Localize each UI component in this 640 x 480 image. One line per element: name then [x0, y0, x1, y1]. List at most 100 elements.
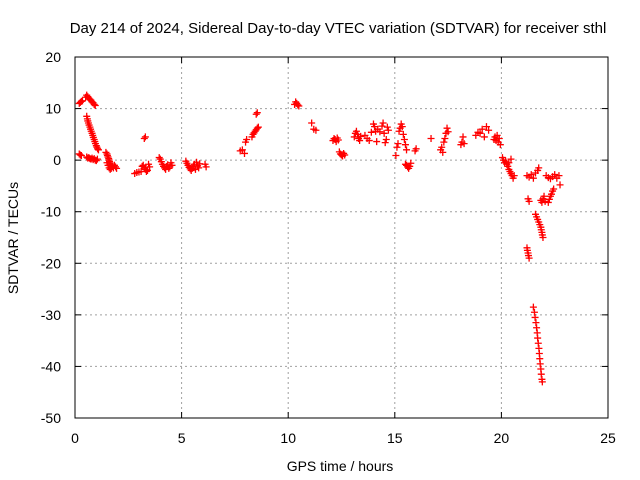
data-point-77	[146, 163, 154, 171]
data-point-145	[352, 127, 360, 135]
data-point-142	[341, 151, 349, 159]
x-tick-label-3: 15	[387, 430, 403, 446]
data-point-34	[77, 152, 85, 160]
data-point-30	[94, 145, 102, 153]
data-point-86	[162, 165, 170, 173]
data-point-189	[439, 148, 447, 156]
data-point-80	[155, 154, 163, 162]
data-point-224	[510, 172, 518, 180]
data-point-173	[398, 123, 406, 131]
data-point-157	[373, 138, 381, 146]
data-point-275	[548, 190, 556, 198]
data-point-225	[505, 159, 513, 167]
data-point-79	[141, 133, 149, 141]
data-point-229	[527, 171, 535, 179]
data-point-191	[441, 134, 449, 142]
y-tick-label-1: -40	[41, 358, 61, 374]
data-point-3	[78, 97, 86, 105]
data-point-64	[112, 163, 120, 171]
data-point-226	[507, 155, 515, 163]
data-point-170	[395, 127, 403, 135]
data-point-197	[459, 133, 467, 141]
axis-ticks: 0 5 10 15 20 25 -50 -40 -30 -20 -10 0 10 20	[41, 49, 616, 446]
grid	[75, 57, 608, 418]
data-point-78	[140, 134, 148, 142]
data-point-108	[202, 163, 210, 171]
data-point-153	[367, 128, 375, 136]
data-point-245	[539, 234, 547, 241]
data-point-113	[243, 136, 251, 144]
data-point-119	[253, 124, 261, 132]
data-point-162	[380, 129, 388, 137]
y-tick-label-7: 20	[45, 49, 61, 65]
data-point-122	[253, 109, 261, 117]
data-point-212	[496, 141, 504, 149]
data-point-74	[142, 167, 150, 175]
data-point-13	[91, 101, 99, 109]
data-points	[75, 91, 564, 386]
data-point-149	[357, 132, 365, 140]
data-point-233	[535, 164, 543, 172]
data-point-126	[294, 101, 302, 109]
data-point-152	[365, 137, 373, 145]
data-point-31	[94, 146, 102, 154]
data-point-160	[378, 122, 386, 130]
data-point-203	[480, 133, 488, 141]
data-point-273	[545, 195, 553, 203]
data-point-121	[252, 110, 260, 118]
data-point-169	[394, 140, 402, 148]
data-point-190	[440, 138, 448, 146]
x-tick-label-1: 5	[178, 430, 186, 446]
data-point-271	[541, 197, 549, 205]
y-tick-label-5: 0	[53, 152, 61, 168]
y-tick-label-3: -20	[41, 255, 61, 271]
data-point-103	[193, 158, 201, 166]
data-point-193	[443, 124, 451, 132]
data-point-161	[379, 119, 387, 127]
data-point-110	[238, 146, 246, 154]
x-tick-label-4: 20	[494, 430, 510, 446]
data-point-130	[312, 126, 320, 134]
data-point-282	[551, 171, 559, 179]
data-point-182	[406, 162, 414, 170]
data-point-12	[90, 100, 98, 108]
data-point-176	[401, 141, 409, 149]
data-point-136	[334, 136, 342, 144]
data-point-204	[482, 123, 490, 131]
data-point-127	[295, 102, 303, 110]
data-point-266	[538, 378, 546, 386]
y-axis-label: SDTVAR / TECUs	[5, 182, 21, 294]
data-point-198	[460, 140, 468, 148]
y-tick-label-0: -50	[41, 410, 61, 426]
data-point-185	[412, 145, 420, 153]
data-point-44	[92, 157, 100, 165]
data-point-141	[340, 149, 348, 157]
chart-title: Day 214 of 2024, Sidereal Day-to-day VTE…	[70, 20, 607, 37]
data-point-164	[382, 136, 390, 144]
data-point-166	[384, 126, 392, 134]
data-point-186	[427, 134, 435, 142]
data-point-202	[478, 125, 486, 133]
y-tick-label-2: -30	[41, 307, 61, 323]
data-point-102	[191, 165, 199, 173]
data-point-174	[399, 130, 407, 138]
data-point-165	[383, 123, 391, 131]
x-tick-label-5: 25	[600, 430, 616, 446]
plot-frame	[74, 56, 609, 419]
data-point-230	[529, 174, 537, 182]
data-point-92	[168, 161, 176, 169]
x-tick-label-0: 0	[71, 430, 79, 446]
data-point-65	[113, 164, 121, 172]
y-tick-label-4: -10	[41, 204, 61, 220]
data-point-148	[356, 137, 364, 145]
data-point-277	[550, 185, 558, 193]
data-point-285	[556, 181, 564, 189]
x-tick-label-2: 10	[280, 430, 296, 446]
data-point-268	[538, 198, 546, 206]
x-axis-label: GPS time / hours	[287, 458, 394, 474]
data-point-218	[504, 162, 512, 170]
data-point-205	[485, 126, 493, 134]
data-point-89	[165, 164, 173, 172]
data-point-211	[495, 134, 503, 142]
